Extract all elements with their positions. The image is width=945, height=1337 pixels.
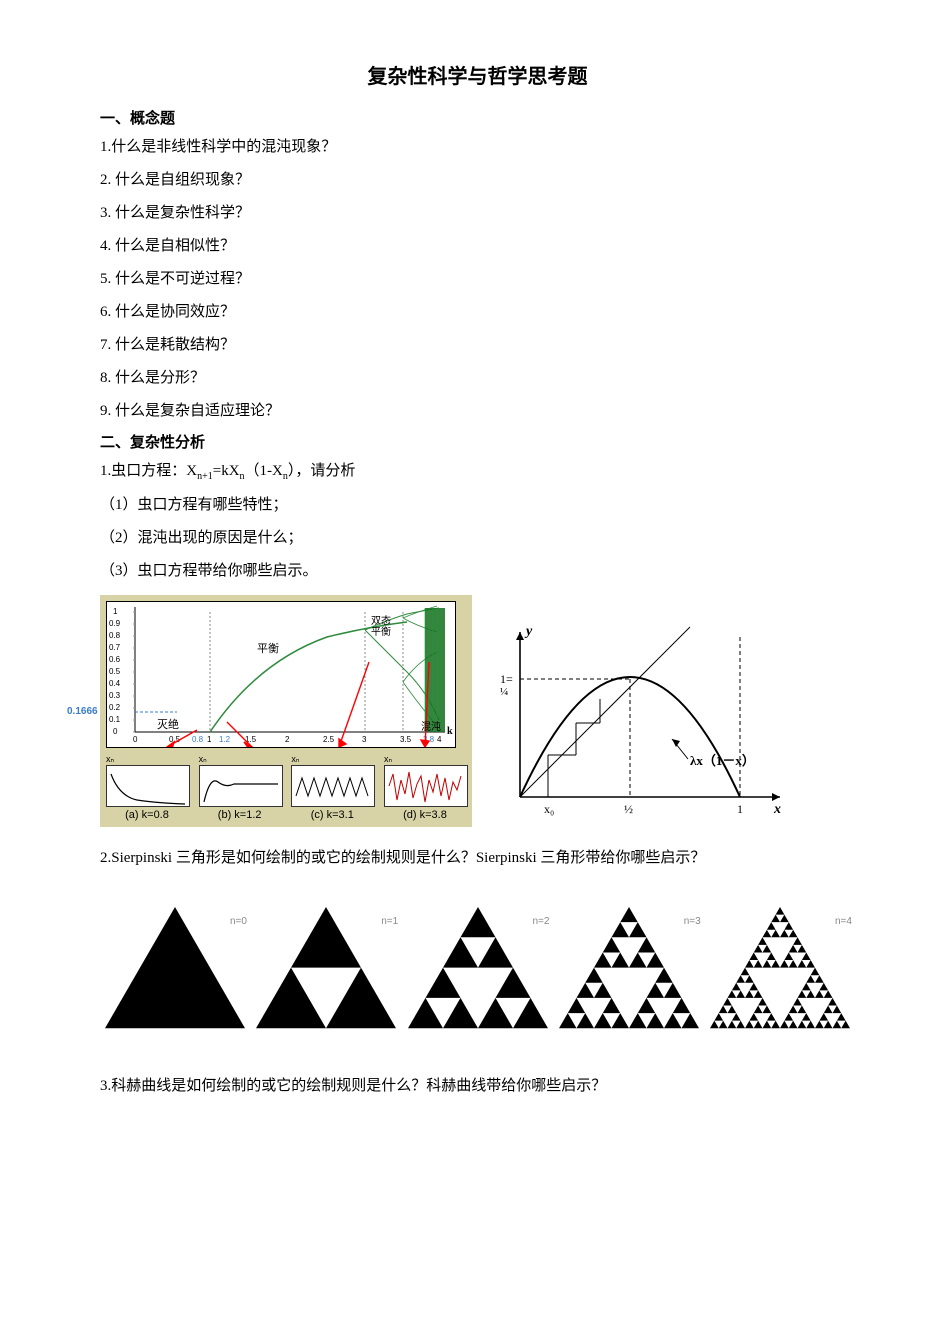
svg-text:0.8: 0.8 [192,735,204,744]
q1b: （2）混沌出现的原因是什么； [100,525,855,552]
concept-item: 3. 什么是复杂性科学？ [100,200,855,227]
q1-sub1: n+1 [197,471,213,482]
q1-paren: （1-X [245,463,283,479]
svg-text:¼: ¼ [500,686,508,698]
concept-item: 7. 什么是耗散结构？ [100,332,855,359]
svg-text:4: 4 [437,735,442,744]
concept-item: 9. 什么是复杂自适应理论？ [100,398,855,425]
sierp-3: n=3 [554,902,704,1049]
sierp-2: n=2 [403,902,553,1049]
svg-text:0.7: 0.7 [109,643,121,652]
q1-mid: =kX [213,463,240,479]
bifurcation-plot: 0 0.1 0.2 0.3 0.4 0.5 0.6 0.7 0.8 0.9 1 [106,601,456,748]
svg-text:0.4: 0.4 [109,679,121,688]
threshold-label: 0.1666 [67,706,98,717]
svg-text:2.5: 2.5 [323,735,335,744]
q2: 2.Sierpinski 三角形是如何绘制的或它的绘制规则是什么？Sierpin… [100,845,855,872]
svg-text:0.9: 0.9 [109,619,121,628]
concept-item: 5. 什么是不可逆过程？ [100,266,855,293]
svg-text:y: y [524,624,533,639]
svg-text:0: 0 [133,735,138,744]
svg-text:x₀: x₀ [544,802,554,816]
label-equil: 平衡 [257,642,279,655]
q1-tail: ），请分析 [288,463,356,479]
label-bistable: 双态 [371,614,391,627]
svg-text:0.8: 0.8 [109,631,121,640]
svg-text:3: 3 [362,735,367,744]
sierp-1: n=1 [251,902,401,1049]
mini-c: xₙ (c) k=3.1 [291,754,373,821]
concept-item: 6. 什么是协同效应？ [100,299,855,326]
sierpinski-row: n=0 n=1 n=2 n=3 n=4 [100,902,855,1049]
svg-text:3.5: 3.5 [400,735,412,744]
q3: 3.科赫曲线是如何绘制的或它的绘制规则是什么？科赫曲线带给你哪些启示？ [100,1073,855,1100]
label-chaos: 混沌 [421,720,441,733]
concept-item: 8. 什么是分形？ [100,365,855,392]
svg-text:½: ½ [624,802,633,816]
mini-cap: (c) k=3.1 [291,809,373,821]
mini-b: xₙ (b) k=1.2 [199,754,281,821]
svg-text:0.5: 0.5 [109,667,121,676]
figure-row-1: 0 0.1 0.2 0.3 0.4 0.5 0.6 0.7 0.8 0.9 1 [100,595,855,827]
mini-a: xₙ (a) k=0.8 [106,754,188,821]
svg-text:k: k [447,726,453,737]
svg-text:x: x [773,802,781,817]
svg-text:0.1: 0.1 [109,715,121,724]
mini-cap: (a) k=0.8 [106,809,188,821]
mini-cap: (b) k=1.2 [199,809,281,821]
mini-cap: (d) k=3.8 [384,809,466,821]
bifurcation-panel: 0 0.1 0.2 0.3 0.4 0.5 0.6 0.7 0.8 0.9 1 [100,595,472,827]
bifurcation-svg: 0 0.1 0.2 0.3 0.4 0.5 0.6 0.7 0.8 0.9 1 [107,602,455,747]
sierp-0: n=0 [100,902,250,1049]
svg-text:1: 1 [113,607,118,616]
q1: 1.虫口方程：Xn+1=kXn（1-Xn），请分析 [100,458,855,486]
logistic-plot: y x 1= ¼ x₀ ½ 1 λx（1－x [490,617,790,827]
section2-heading: 二、复杂性分析 [100,431,855,452]
svg-text:1=: 1= [500,672,513,686]
svg-text:1: 1 [207,735,212,744]
page-title: 复杂性科学与哲学思考题 [100,60,855,89]
section1-heading: 一、概念题 [100,107,855,128]
svg-text:0: 0 [113,727,118,736]
concept-item: 4. 什么是自相似性？ [100,233,855,260]
q1-lead: 1.虫口方程：X [100,463,197,479]
bifurcation-minis: xₙ (a) k=0.8 xₙ (b) k=1.2 xₙ (c) k=3.1 x… [106,754,466,821]
page: 复杂性科学与哲学思考题 一、概念题 1.什么是非线性科学中的混沌现象？ 2. 什… [0,0,945,1337]
svg-text:1.2: 1.2 [219,735,231,744]
concept-item: 1.什么是非线性科学中的混沌现象？ [100,134,855,161]
sierp-4: n=4 [705,902,855,1049]
svg-text:2: 2 [285,735,290,744]
q1a: （1）虫口方程有哪些特性； [100,492,855,519]
label-extinct: 灭绝 [157,717,179,731]
svg-text:0.6: 0.6 [109,655,121,664]
concept-item: 2. 什么是自组织现象？ [100,167,855,194]
svg-text:1: 1 [737,802,743,816]
svg-text:0.3: 0.3 [109,691,121,700]
mini-d: xₙ (d) k=3.8 [384,754,466,821]
svg-text:平衡: 平衡 [371,626,391,638]
svg-text:λx（1－x）: λx（1－x） [690,753,755,768]
q1c: （3）虫口方程带给你哪些启示。 [100,558,855,585]
svg-text:0.2: 0.2 [109,703,121,712]
